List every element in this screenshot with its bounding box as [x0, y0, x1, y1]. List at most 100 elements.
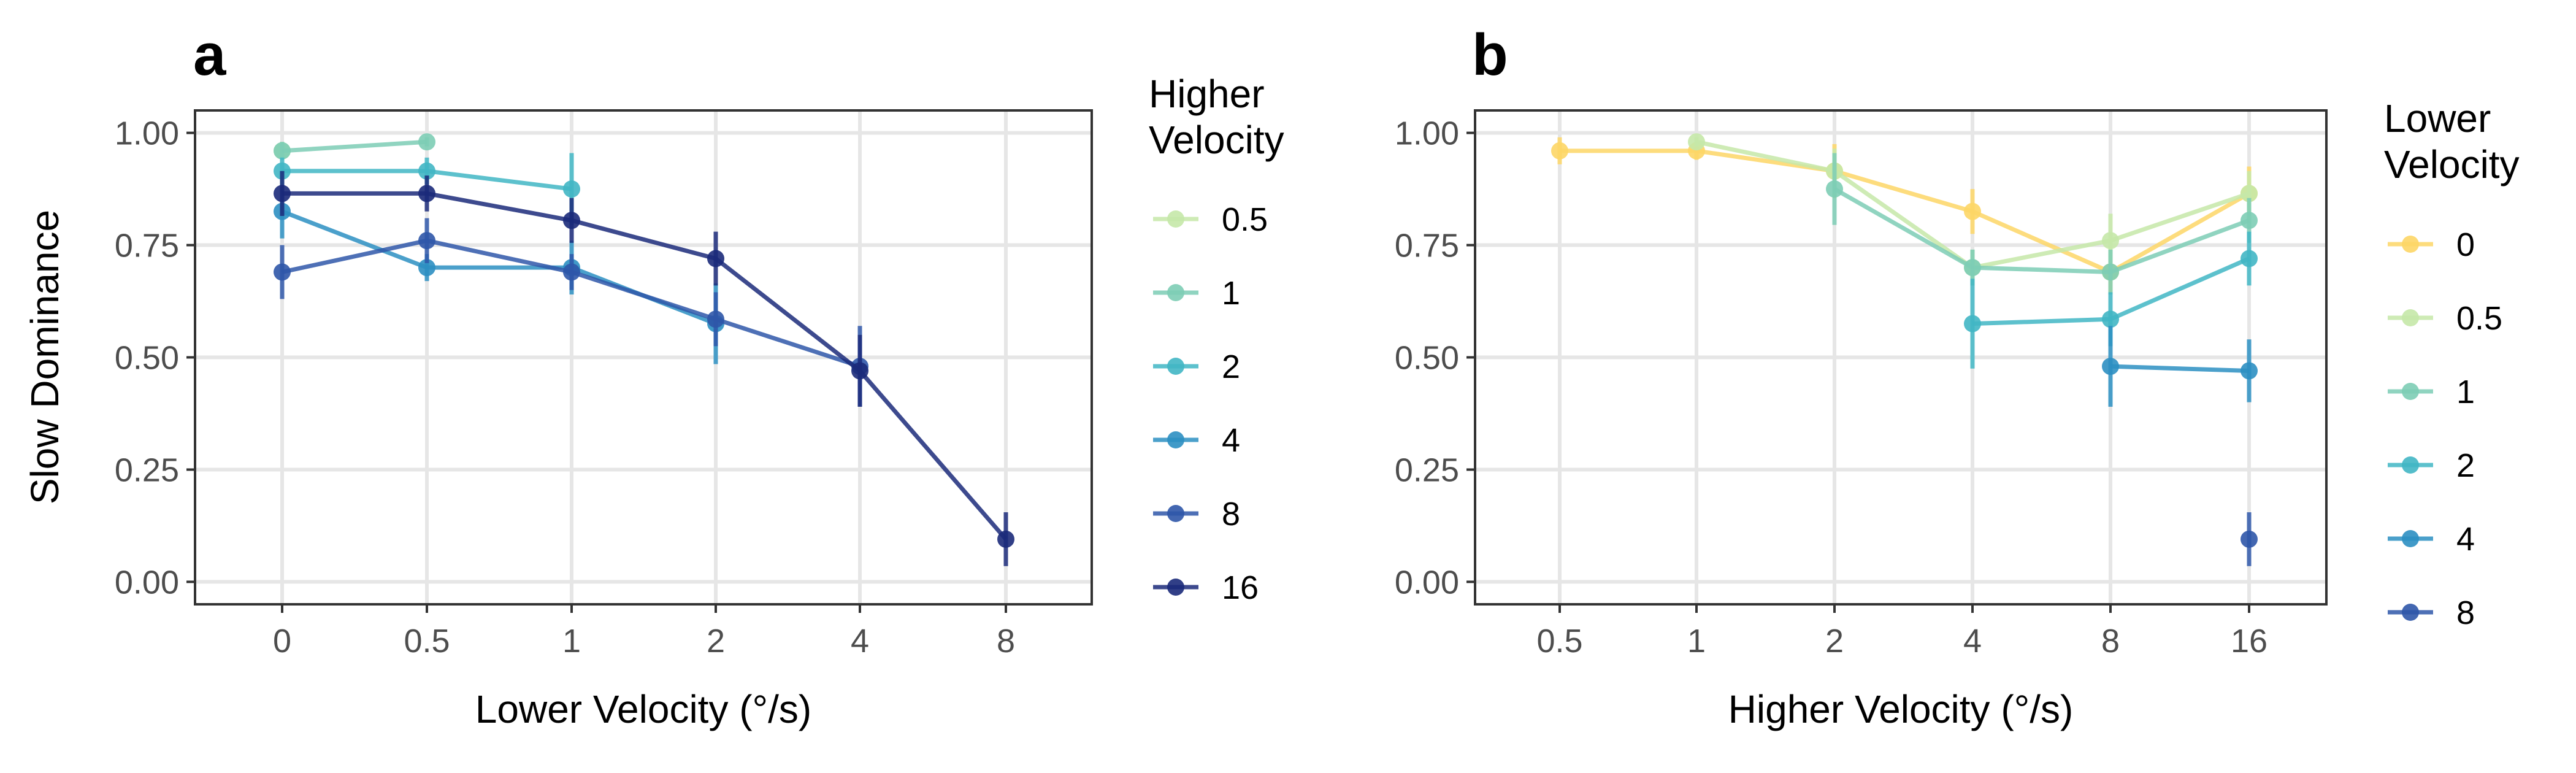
panel-a-legend: Higher Velocity 0.5 1 2 4 8 16	[1149, 72, 1284, 606]
legend-swatch-point	[1167, 358, 1184, 375]
legend-item-4: 4	[2388, 521, 2475, 558]
data-point	[2241, 185, 2258, 202]
legend-label: 0	[2456, 226, 2475, 263]
legend-item-8: 8	[1153, 496, 1240, 533]
legend-item-0: 0	[2388, 226, 2475, 263]
panel-b-legend-title-line-2: Velocity	[2384, 142, 2520, 187]
data-point	[418, 162, 435, 180]
legend-swatch-point	[1167, 284, 1184, 301]
legend-item-0.5: 0.5	[1153, 201, 1268, 238]
legend-item-1: 1	[2388, 374, 2475, 410]
x-tick-label: 1	[1687, 623, 1706, 660]
legend-item-16: 16	[1153, 569, 1259, 606]
legend-label: 8	[1222, 496, 1240, 533]
data-point	[2102, 232, 2119, 250]
data-point	[2241, 362, 2258, 380]
x-tick-label: 8	[2101, 623, 2120, 660]
panel-a-legend-title-line-1: Higher	[1149, 72, 1265, 116]
panel-a-x-axis: 0 0.5 1 2 4 8	[273, 604, 1015, 660]
data-point	[1826, 180, 1843, 198]
series-line-1	[282, 139, 427, 153]
data-point	[563, 212, 580, 229]
legend-swatch-point	[2402, 309, 2419, 326]
data-point	[2102, 310, 2119, 328]
panel-b-legend-items: 0 0.5 1 2 4 8	[2388, 226, 2502, 631]
legend-item-2: 2	[1153, 348, 1240, 385]
legend-item-4: 4	[1153, 422, 1240, 459]
series-line-16	[282, 191, 1008, 541]
data-point	[418, 185, 435, 202]
series-line-0	[1560, 148, 2250, 274]
x-tick-label: 2	[707, 623, 725, 660]
x-tick-label: 2	[1825, 623, 1844, 660]
legend-swatch-point	[2402, 456, 2419, 474]
legend-label: 1	[1222, 275, 1240, 312]
x-tick-label: 8	[997, 623, 1015, 660]
x-tick-label: 0.5	[1536, 623, 1582, 660]
y-tick-label: 0.75	[115, 228, 179, 264]
panel-b-y-axis: 0.00 0.25 0.50 0.75 1.00	[1395, 115, 1475, 601]
data-point	[2241, 212, 2258, 229]
x-tick-label: 1	[562, 623, 581, 660]
panel-b-legend-title-line-1: Lower	[2384, 96, 2491, 140]
y-tick-label: 1.00	[115, 115, 179, 152]
data-point	[418, 232, 435, 250]
panel-b-grid	[1475, 110, 2326, 604]
y-tick-label: 0.00	[1395, 564, 1459, 601]
series-2	[1964, 231, 2258, 369]
series-2	[274, 153, 580, 225]
legend-item-8: 8	[2388, 594, 2475, 631]
y-tick-label: 0.75	[1395, 228, 1459, 264]
data-point	[563, 180, 580, 198]
panel-a-grid	[195, 110, 1092, 604]
legend-swatch-point	[2402, 530, 2419, 547]
legend-label: 4	[2456, 521, 2475, 558]
panel-a-legend-title-line-2: Velocity	[1149, 118, 1284, 162]
panel-b-x-axis-title: Higher Velocity (°/s)	[1728, 687, 2074, 731]
panel-a-series	[274, 133, 1014, 566]
data-point	[274, 185, 291, 202]
series-8	[2241, 512, 2258, 566]
legend-label: 2	[1222, 348, 1240, 385]
y-tick-label: 0.25	[115, 452, 179, 488]
y-tick-label: 0.25	[1395, 452, 1459, 488]
panel-a-legend-title: Higher Velocity	[1149, 72, 1284, 162]
y-tick-label: 1.00	[1395, 115, 1459, 152]
legend-label: 2	[2456, 447, 2475, 484]
x-tick-label: 0.5	[404, 623, 450, 660]
panel-b: b 0.00 0.25 0.5 0 0.75 1.00 0.5 1 2 4 8 16 Higher …	[1395, 22, 2520, 731]
panel-a-y-axis-title: Slow Dominance	[23, 210, 67, 504]
series-16	[274, 171, 1014, 566]
panel-label-b: b	[1472, 22, 1508, 88]
data-point	[1964, 259, 1981, 277]
data-point	[1688, 133, 1705, 151]
legend-swatch-point	[2402, 383, 2419, 400]
panel-a-legend-items: 0.5 1 2 4 8 16	[1153, 201, 1268, 606]
legend-swatch-point	[1167, 431, 1184, 448]
data-point	[563, 263, 580, 281]
data-point	[418, 259, 435, 277]
series-4	[2102, 326, 2258, 407]
legend-swatch-point	[1167, 505, 1184, 522]
data-point	[707, 250, 724, 267]
panel-b-legend-title: Lower Velocity	[2384, 96, 2520, 187]
series-1	[274, 133, 435, 160]
panel-b-x-axis: 0.5 1 2 4 8 16	[1536, 604, 2267, 660]
data-point	[2241, 250, 2258, 267]
x-tick-label: 16	[2231, 623, 2267, 660]
legend-label: 4	[1222, 422, 1240, 459]
panel-b-legend: Lower Velocity 0 0.5 1 2 4 8	[2384, 96, 2520, 631]
legend-label: 8	[2456, 594, 2475, 631]
panel-b-series	[1551, 133, 2258, 566]
data-point	[274, 142, 291, 160]
data-point	[418, 133, 435, 151]
x-tick-label: 4	[1963, 623, 1982, 660]
data-point	[2241, 530, 2258, 548]
data-point	[1551, 142, 1568, 160]
legend-item-1: 1	[1153, 275, 1240, 312]
series-line-4	[2110, 364, 2250, 373]
data-point	[707, 310, 724, 328]
x-tick-label: 4	[851, 623, 869, 660]
panel-a-y-axis: 0.00 0.25 0.50 0.75 1.00	[115, 115, 195, 601]
legend-swatch-point	[1167, 579, 1184, 596]
